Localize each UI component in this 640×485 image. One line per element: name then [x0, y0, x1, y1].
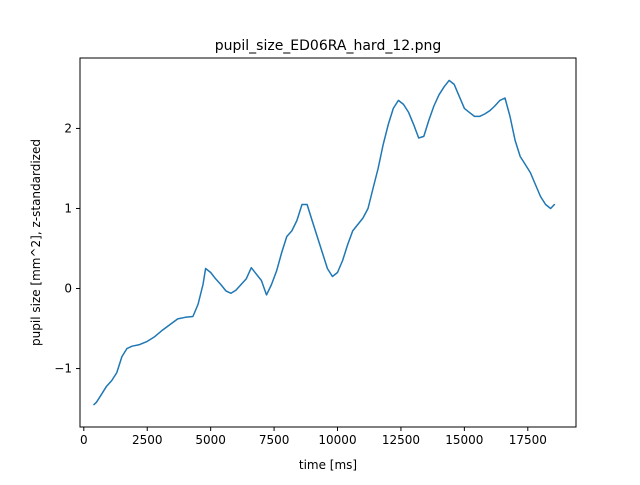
series-line-0 [93, 79, 556, 406]
x-tick-label: 2500 [132, 433, 163, 447]
y-tick-label: 0 [64, 282, 72, 296]
plot-background [80, 58, 576, 427]
x-tick-label: 5000 [195, 433, 226, 447]
x-tick-label: 12500 [382, 433, 420, 447]
y-tick-label: 1 [64, 201, 72, 215]
x-tick-label: 0 [80, 433, 88, 447]
y-tick-label: 2 [64, 121, 72, 135]
plot-area [93, 79, 556, 406]
x-tick-label: 17500 [509, 433, 547, 447]
x-tick-label: 7500 [259, 433, 290, 447]
x-tick-label: 10000 [318, 433, 356, 447]
y-axis-label: pupil size [mm^2], z-standardized [29, 139, 43, 346]
chart-title: pupil_size_ED06RA_hard_12.png [215, 38, 442, 54]
x-tick-label: 15000 [445, 433, 483, 447]
plot-frame [79, 57, 577, 428]
x-axis-label: time [ms] [299, 458, 357, 472]
y-tick-label: −1 [54, 362, 72, 376]
y-axis: −1 0 1 2 [54, 121, 80, 376]
x-axis: 0 2500 5000 7500 10000 12500 15000 17500 [80, 427, 547, 447]
